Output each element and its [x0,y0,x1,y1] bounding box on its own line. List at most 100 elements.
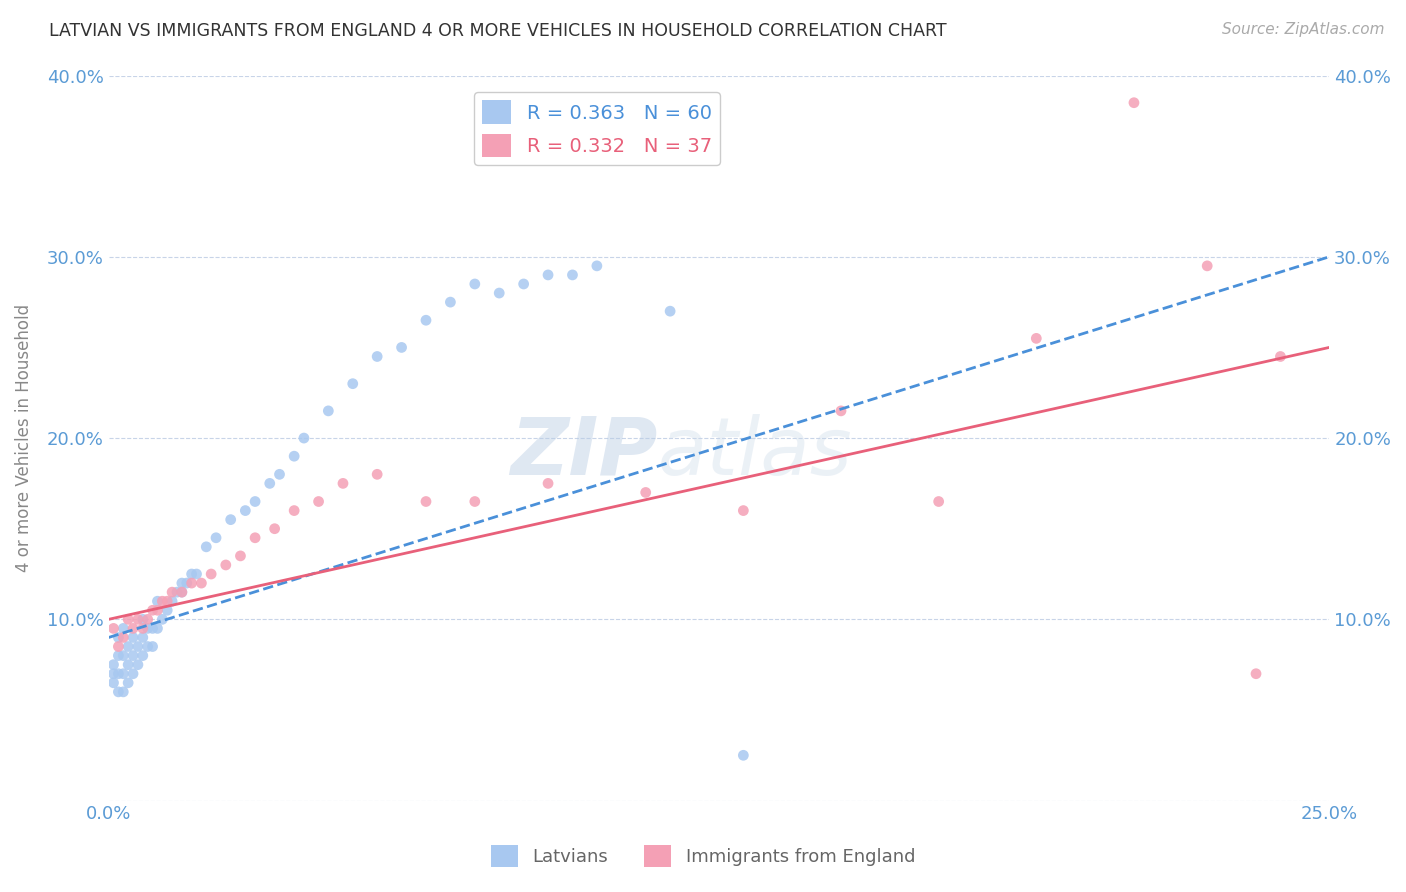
Point [830,404,852,418]
Point [132,631,155,645]
Point [366,350,388,364]
Point [146,621,169,635]
Point [127,640,149,654]
Point [283,503,305,517]
Point [127,657,149,672]
Point [142,603,165,617]
Point [659,304,682,318]
Point [156,603,179,617]
Point [229,549,252,563]
Point [166,585,188,599]
Point [107,631,129,645]
Y-axis label: 4 or more Vehicles in Household: 4 or more Vehicles in Household [15,304,32,572]
Point [103,657,125,672]
Point [132,648,155,663]
Point [112,631,135,645]
Point [1244,666,1267,681]
Point [132,621,155,635]
Point [127,612,149,626]
Point [215,558,238,572]
Point [146,603,169,617]
Point [342,376,364,391]
Point [103,675,125,690]
Point [259,476,281,491]
Point [176,576,198,591]
Point [117,657,139,672]
Point [537,268,560,282]
Point [136,621,159,635]
Text: Source: ZipAtlas.com: Source: ZipAtlas.com [1222,22,1385,37]
Point [142,621,165,635]
Point [1197,259,1219,273]
Point [122,621,145,635]
Point [391,340,413,354]
Point [263,522,285,536]
Point [366,467,388,482]
Point [415,313,437,327]
Point [488,286,510,301]
Point [117,640,139,654]
Point [156,594,179,608]
Text: ZIP: ZIP [510,414,658,491]
Point [195,540,218,554]
Point [180,567,202,582]
Point [122,631,145,645]
Legend: R = 0.363   N = 60, R = 0.332   N = 37: R = 0.363 N = 60, R = 0.332 N = 37 [474,93,720,165]
Point [233,503,256,517]
Point [439,295,461,310]
Point [107,685,129,699]
Point [464,494,486,508]
Point [160,594,183,608]
Point [1025,331,1047,345]
Point [464,277,486,291]
Point [283,449,305,463]
Point [1123,95,1146,110]
Point [243,531,266,545]
Point [733,503,755,517]
Point [150,594,173,608]
Point [733,748,755,763]
Point [107,640,129,654]
Point [180,576,202,591]
Point [160,585,183,599]
Point [190,576,212,591]
Point [243,494,266,508]
Point [117,612,139,626]
Point [136,612,159,626]
Text: atlas: atlas [658,414,852,491]
Point [103,666,125,681]
Point [170,576,193,591]
Point [136,640,159,654]
Point [537,476,560,491]
Point [103,621,125,635]
Point [200,567,222,582]
Point [332,476,354,491]
Point [170,585,193,599]
Point [318,404,340,418]
Point [205,531,228,545]
Point [122,648,145,663]
Point [561,268,583,282]
Point [107,648,129,663]
Legend: Latvians, Immigrants from England: Latvians, Immigrants from England [484,838,922,874]
Point [150,612,173,626]
Point [112,621,135,635]
Point [170,585,193,599]
Point [107,666,129,681]
Point [586,259,609,273]
Point [142,640,165,654]
Point [117,675,139,690]
Point [146,594,169,608]
Point [112,648,135,663]
Point [512,277,534,291]
Text: LATVIAN VS IMMIGRANTS FROM ENGLAND 4 OR MORE VEHICLES IN HOUSEHOLD CORRELATION C: LATVIAN VS IMMIGRANTS FROM ENGLAND 4 OR … [49,22,946,40]
Point [308,494,330,508]
Point [415,494,437,508]
Point [219,513,242,527]
Point [928,494,950,508]
Point [122,666,145,681]
Point [634,485,657,500]
Point [112,685,135,699]
Point [1270,350,1292,364]
Point [186,567,208,582]
